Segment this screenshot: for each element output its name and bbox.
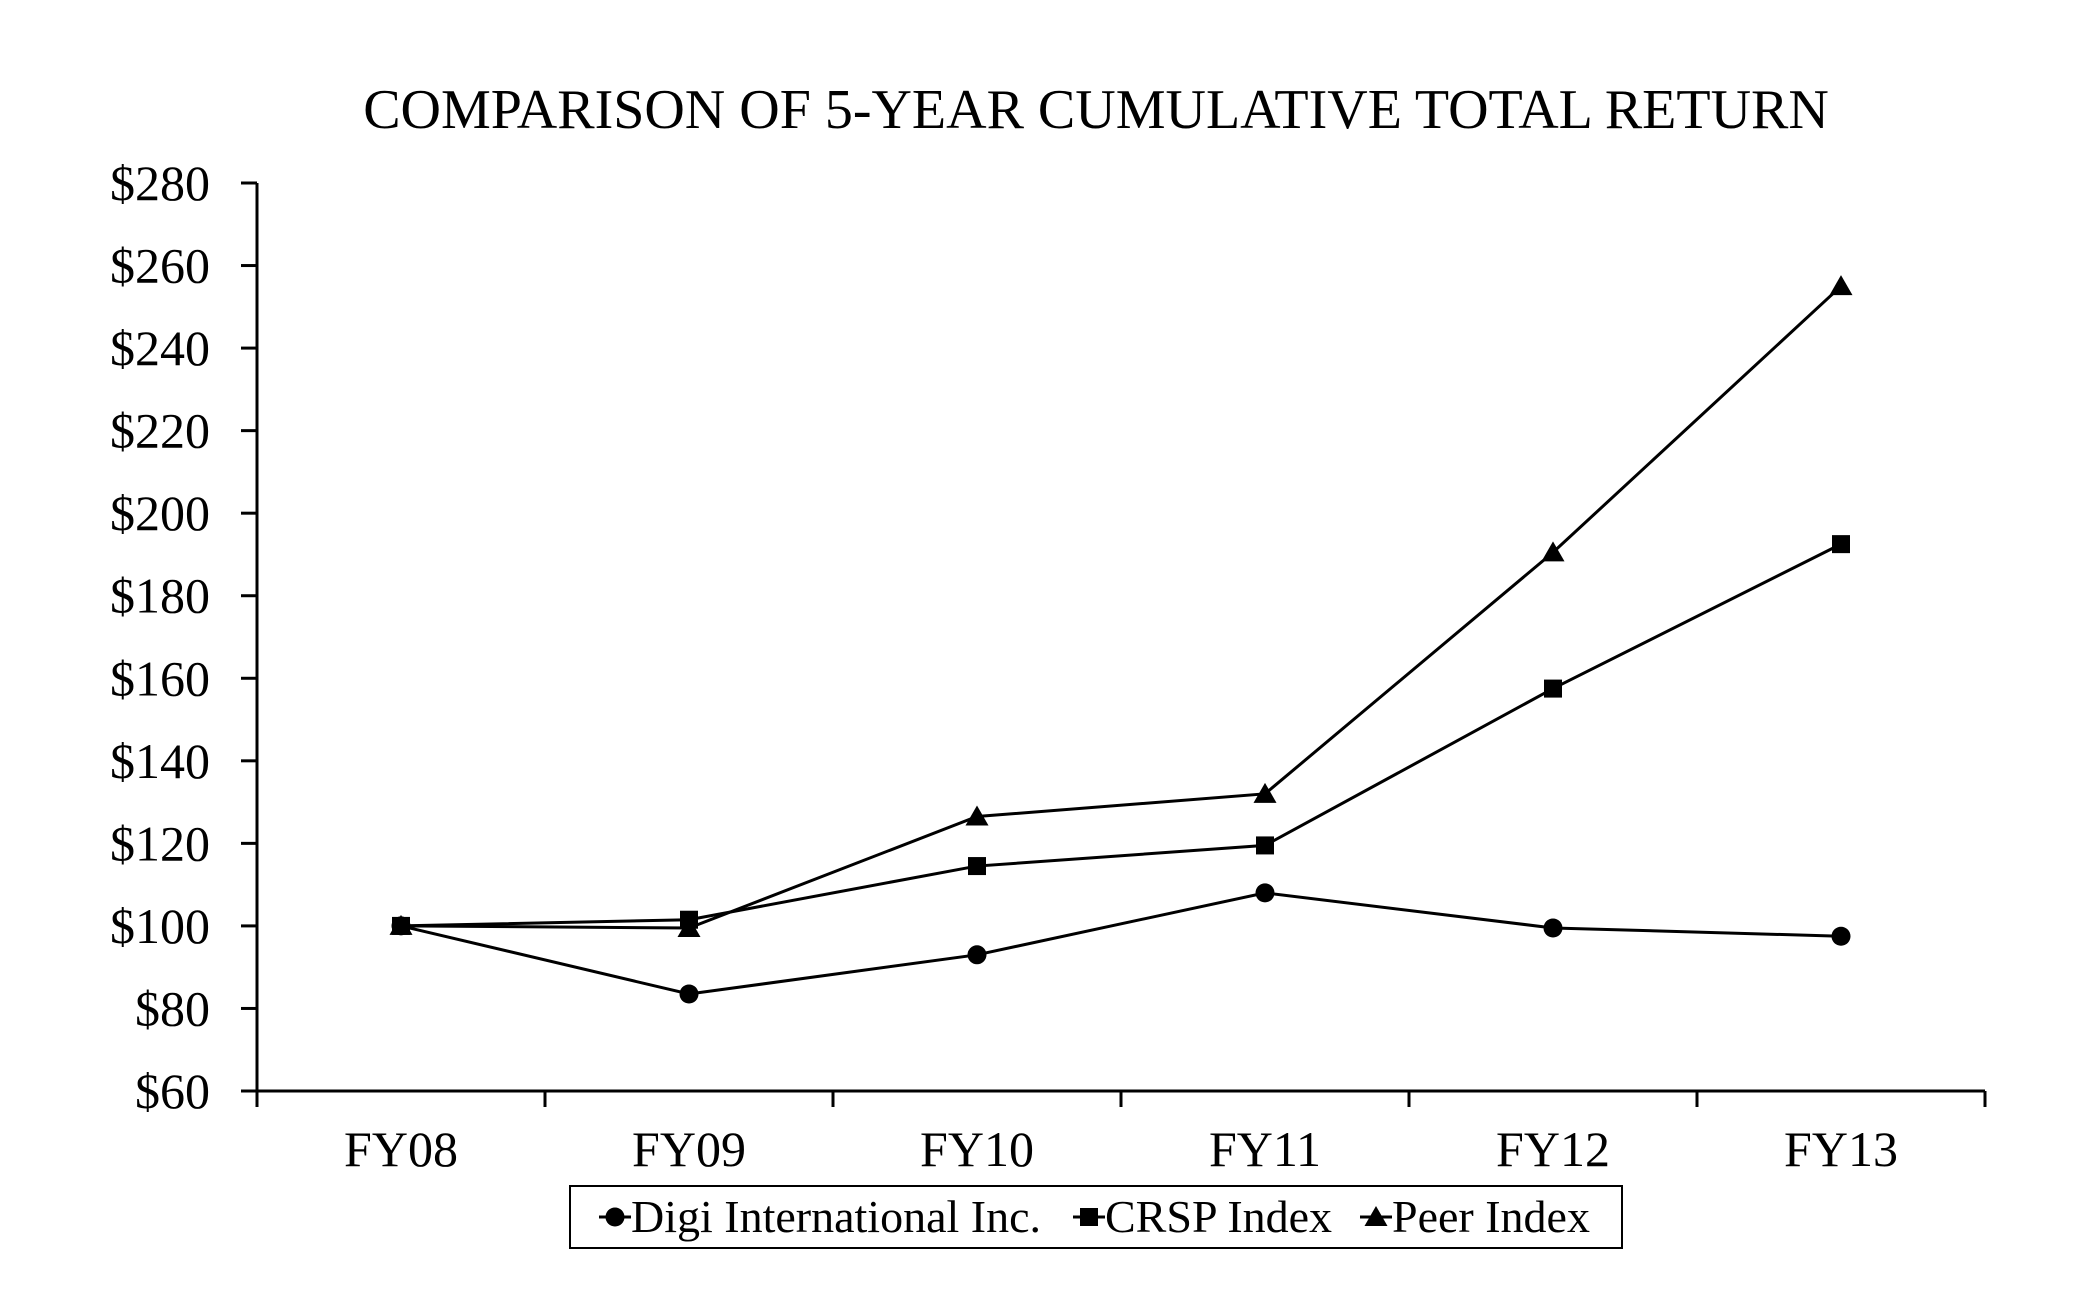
data-point-circle-FY10 — [967, 945, 987, 965]
data-point-triangle-FY09 — [677, 916, 701, 937]
data-point-circle-FY09 — [679, 984, 699, 1004]
series-line-circle — [400, 891, 1842, 996]
legend-label-triangle: Peer Index — [1392, 1191, 1590, 1242]
y-tick-label: $220 — [110, 403, 210, 459]
y-tick-label: $80 — [135, 980, 210, 1036]
data-point-square-FY11 — [1256, 836, 1274, 855]
series-markers — [389, 275, 1853, 1004]
y-tick-label: $100 — [110, 898, 210, 954]
data-point-square-FY13 — [1832, 535, 1850, 554]
data-point-triangle-FY11 — [1253, 782, 1277, 803]
legend-label-circle: Digi International Inc. — [631, 1191, 1041, 1242]
y-axis-ticks: $60 $80 $100 $120 $140 $160 $180 $200 $220 $240 $2… — [110, 155, 257, 1119]
y-tick-label: $240 — [110, 320, 210, 376]
y-tick-label: $200 — [110, 485, 210, 541]
chart-legend: Digi International Inc. CRSP Index Peer In… — [569, 1185, 1623, 1249]
y-tick-label: $260 — [110, 238, 210, 294]
x-category-label: FY13 — [1784, 1121, 1898, 1177]
y-tick-label: $280 — [110, 155, 210, 211]
y-tick-label: $60 — [135, 1063, 210, 1119]
data-point-triangle-FY10 — [965, 805, 989, 826]
x-category-label: FY09 — [632, 1121, 746, 1177]
chart-title: COMPARISON OF 5-YEAR CUMULATIVE TOTAL RE… — [363, 79, 1829, 141]
x-category-label: FY11 — [1209, 1121, 1321, 1177]
y-tick-label: $120 — [110, 815, 210, 871]
series-line-square — [400, 542, 1842, 928]
axes — [255, 183, 1985, 1093]
legend-box — [569, 1185, 1623, 1249]
y-tick-label: $140 — [110, 733, 210, 789]
legend-marker-square — [1080, 1208, 1098, 1226]
legend-label-square: CRSP Index — [1105, 1191, 1332, 1242]
data-point-circle-FY13 — [1831, 926, 1851, 946]
data-point-square-FY10 — [968, 857, 986, 876]
data-point-triangle-FY08 — [389, 914, 413, 935]
series-line-triangle — [400, 285, 1843, 930]
y-tick-label: $180 — [110, 568, 210, 624]
data-point-triangle-FY12 — [1541, 541, 1565, 562]
data-point-circle-FY12 — [1543, 918, 1563, 938]
y-tick-label: $160 — [110, 650, 210, 706]
x-category-label: FY10 — [920, 1121, 1034, 1177]
legend-marker-triangle — [1364, 1206, 1388, 1226]
data-point-square-FY12 — [1544, 679, 1562, 698]
legend-marker-circle — [605, 1207, 625, 1227]
data-point-triangle-FY13 — [1829, 275, 1853, 296]
series-lines — [400, 285, 1843, 996]
x-category-label: FY12 — [1496, 1121, 1610, 1177]
x-axis-ticks: FY08 FY09 FY10 FY11 FY12 FY13 — [255, 1091, 1987, 1177]
data-point-circle-FY11 — [1255, 883, 1275, 903]
x-category-label: FY08 — [344, 1121, 458, 1177]
